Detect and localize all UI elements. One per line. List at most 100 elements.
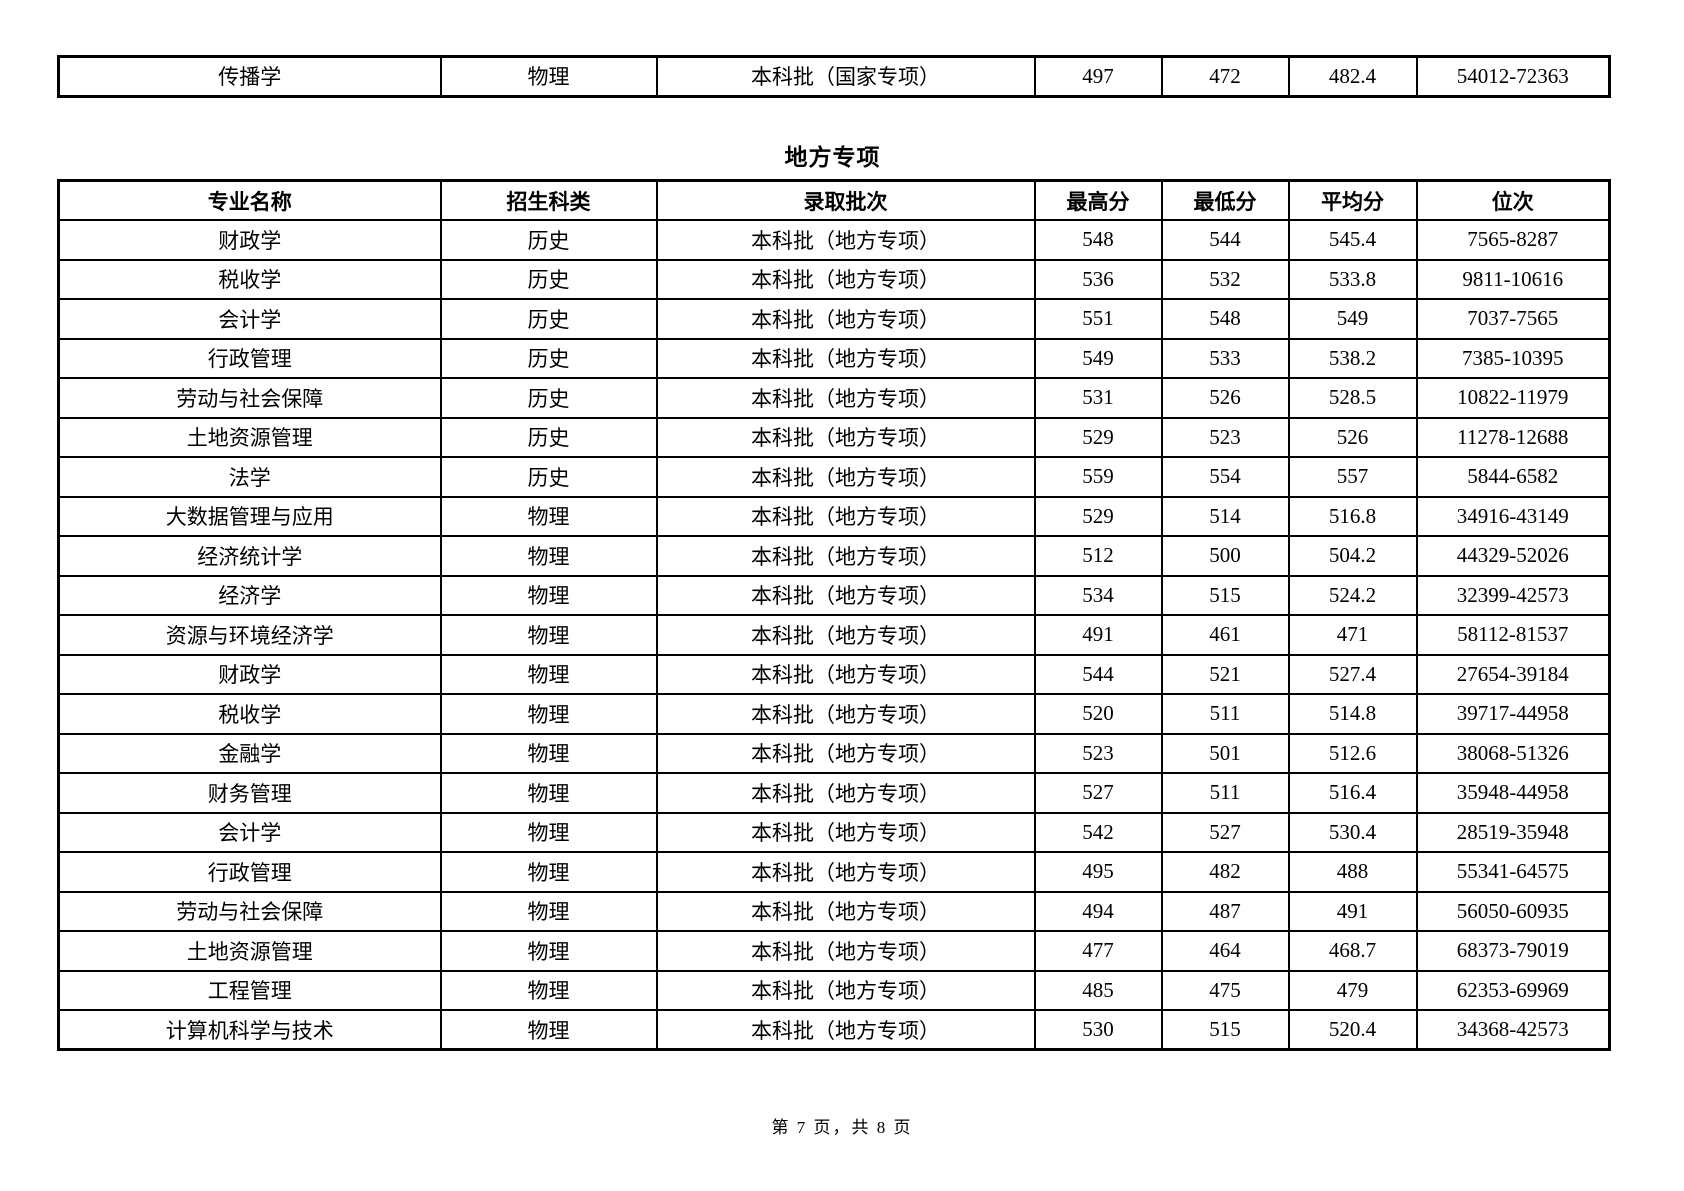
table-cell: 497	[1033, 55, 1163, 97]
table-cell: 本科批（地方专项）	[655, 890, 1036, 932]
table-cell: 523	[1160, 416, 1290, 458]
table-row: 计算机科学与技术 物理 本科批（地方专项） 530 515 520.4 34368-4257…	[57, 1009, 1611, 1051]
table-cell: 物理	[439, 890, 658, 932]
column-header-max-score: 最高分	[1033, 179, 1163, 221]
table-cell: 本科批（地方专项）	[655, 258, 1036, 300]
table-cell: 487	[1160, 890, 1290, 932]
table-cell: 本科批（地方专项）	[655, 930, 1036, 972]
table-cell: 520	[1033, 693, 1163, 735]
table-row: 行政管理 历史 本科批（地方专项） 549 533 538.2 7385-10395	[57, 337, 1611, 379]
table-cell: 行政管理	[57, 851, 442, 893]
table-cell: 516.4	[1287, 772, 1418, 814]
table-cell: 物理	[439, 732, 658, 774]
table-row: 财务管理 物理 本科批（地方专项） 527 511 516.4 35948-44958	[57, 772, 1611, 814]
table-cell: 经济学	[57, 574, 442, 616]
table-cell: 土地资源管理	[57, 930, 442, 972]
table-cell: 514.8	[1287, 693, 1418, 735]
table-cell: 491	[1033, 614, 1163, 656]
table-cell: 历史	[439, 298, 658, 340]
table-cell: 历史	[439, 377, 658, 419]
table-cell: 资源与环境经济学	[57, 614, 442, 656]
table-cell: 55341-64575	[1415, 851, 1611, 893]
table-cell: 38068-51326	[1415, 732, 1611, 774]
table-cell: 511	[1160, 693, 1290, 735]
table-cell: 历史	[439, 416, 658, 458]
table-cell: 479	[1287, 969, 1418, 1011]
table-cell: 56050-60935	[1415, 890, 1611, 932]
table-cell: 488	[1287, 851, 1418, 893]
table-cell: 本科批（地方专项）	[655, 298, 1036, 340]
table-cell: 472	[1160, 55, 1290, 97]
table-cell: 劳动与社会保障	[57, 890, 442, 932]
table-row: 财政学 历史 本科批（地方专项） 548 544 545.4 7565-8287	[57, 219, 1611, 261]
table-cell: 520.4	[1287, 1009, 1418, 1051]
table-cell: 物理	[439, 930, 658, 972]
table-cell: 物理	[439, 574, 658, 616]
table-cell: 28519-35948	[1415, 811, 1611, 853]
table-row: 经济统计学 物理 本科批（地方专项） 512 500 504.2 44329-52026	[57, 535, 1611, 577]
table-row: 税收学 物理 本科批（地方专项） 520 511 514.8 39717-44958	[57, 693, 1611, 735]
table-cell: 475	[1160, 969, 1290, 1011]
table-row: 金融学 物理 本科批（地方专项） 523 501 512.6 38068-51326	[57, 732, 1611, 774]
table-cell: 工程管理	[57, 969, 442, 1011]
table-cell: 税收学	[57, 258, 442, 300]
table-cell: 法学	[57, 456, 442, 498]
column-header-min-score: 最低分	[1160, 179, 1290, 221]
table-cell: 本科批（地方专项）	[655, 416, 1036, 458]
table-cell: 税收学	[57, 693, 442, 735]
table-cell: 财政学	[57, 653, 442, 695]
admission-table: 专业名称 招生科类 录取批次 最高分 最低分 平均分 位次 财政学 历史 本科批（地…	[57, 179, 1611, 1051]
table-row: 税收学 历史 本科批（地方专项） 536 532 533.8 9811-10616	[57, 258, 1611, 300]
table-cell: 物理	[439, 772, 658, 814]
table-cell: 515	[1160, 1009, 1290, 1051]
table-cell: 549	[1287, 298, 1418, 340]
table-cell: 512	[1033, 535, 1163, 577]
table-cell: 54012-72363	[1415, 55, 1611, 97]
table-cell: 504.2	[1287, 535, 1418, 577]
table-cell: 32399-42573	[1415, 574, 1611, 616]
table-cell: 58112-81537	[1415, 614, 1611, 656]
table-cell: 526	[1160, 377, 1290, 419]
table-cell: 533.8	[1287, 258, 1418, 300]
table-cell: 计算机科学与技术	[57, 1009, 442, 1051]
table-cell: 34916-43149	[1415, 495, 1611, 537]
table-row: 经济学 物理 本科批（地方专项） 534 515 524.2 32399-42573	[57, 574, 1611, 616]
admission-table-head: 专业名称 招生科类 录取批次 最高分 最低分 平均分 位次	[57, 179, 1611, 221]
table-cell: 494	[1033, 890, 1163, 932]
table-cell: 传播学	[57, 55, 442, 97]
table-cell: 土地资源管理	[57, 416, 442, 458]
table-cell: 历史	[439, 337, 658, 379]
table-cell: 经济统计学	[57, 535, 442, 577]
table-cell: 本科批（地方专项）	[655, 1009, 1036, 1051]
table-row: 土地资源管理 历史 本科批（地方专项） 529 523 526 11278-12688	[57, 416, 1611, 458]
table-cell: 477	[1033, 930, 1163, 972]
table-cell: 7385-10395	[1415, 337, 1611, 379]
table-cell: 544	[1033, 653, 1163, 695]
table-cell: 500	[1160, 535, 1290, 577]
table-cell: 501	[1160, 732, 1290, 774]
table-cell: 523	[1033, 732, 1163, 774]
table-cell: 会计学	[57, 298, 442, 340]
table-cell: 本科批（地方专项）	[655, 732, 1036, 774]
table-cell: 62353-69969	[1415, 969, 1611, 1011]
table-row: 会计学 历史 本科批（地方专项） 551 548 549 7037-7565	[57, 298, 1611, 340]
table-cell: 历史	[439, 456, 658, 498]
table-cell: 历史	[439, 258, 658, 300]
table-cell: 482	[1160, 851, 1290, 893]
table-cell: 金融学	[57, 732, 442, 774]
table-cell: 物理	[439, 653, 658, 695]
table-cell: 468.7	[1287, 930, 1418, 972]
table-cell: 财务管理	[57, 772, 442, 814]
table-cell: 529	[1033, 495, 1163, 537]
column-header-avg-score: 平均分	[1287, 179, 1418, 221]
table-cell: 7565-8287	[1415, 219, 1611, 261]
table-cell: 464	[1160, 930, 1290, 972]
table-cell: 528.5	[1287, 377, 1418, 419]
table-cell: 本科批（地方专项）	[655, 772, 1036, 814]
table-cell: 529	[1033, 416, 1163, 458]
column-header-rank: 位次	[1415, 179, 1611, 221]
table-cell: 524.2	[1287, 574, 1418, 616]
table-cell: 9811-10616	[1415, 258, 1611, 300]
table-cell: 511	[1160, 772, 1290, 814]
